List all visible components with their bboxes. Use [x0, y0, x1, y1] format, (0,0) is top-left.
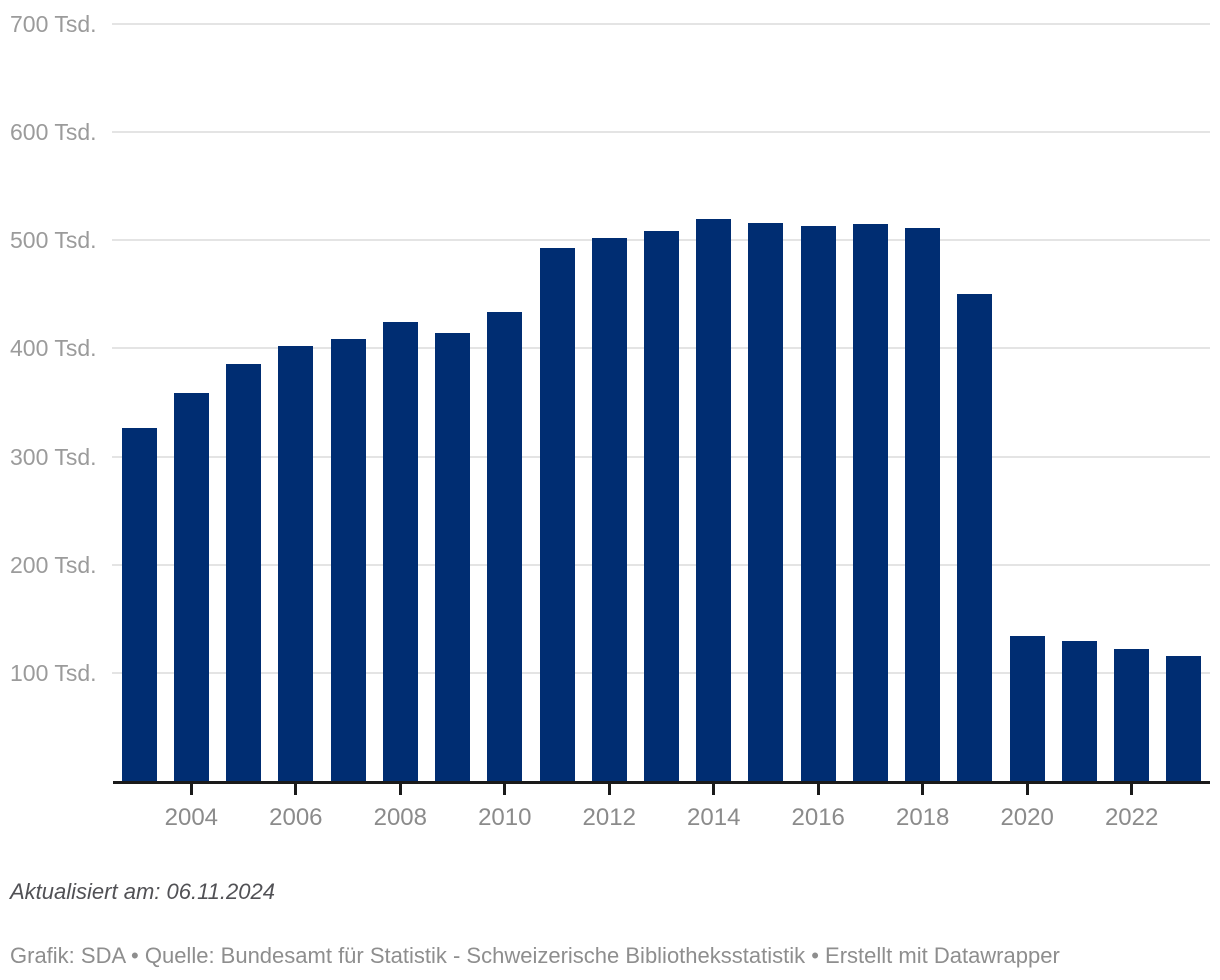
- x-axis-label-2006: 2006: [269, 804, 323, 831]
- x-axis-tick-2018: [921, 781, 925, 795]
- x-axis-tick-2006: [294, 781, 298, 795]
- credit-line: Grafik: SDA • Quelle: Bundesamt für Stat…: [10, 943, 1060, 968]
- bar-2023[interactable]: [1166, 655, 1202, 781]
- x-axis-tick-2010: [503, 781, 507, 795]
- x-axis-tick-2020: [1025, 781, 1029, 795]
- x-axis-line: [113, 781, 1210, 784]
- y-axis-label-200tsd: 200 Tsd.: [10, 551, 97, 578]
- bar-2021[interactable]: [1061, 641, 1097, 781]
- y-axis-label-700tsd: 700 Tsd.: [10, 11, 97, 37]
- y-axis-label-300tsd: 300 Tsd.: [10, 443, 97, 470]
- gridline-700tsd: [112, 23, 1210, 25]
- x-axis-tick-2022: [1130, 781, 1134, 795]
- x-axis-tick-2008: [398, 781, 402, 795]
- x-axis-label-2010: 2010: [478, 804, 532, 831]
- x-axis-label-2018: 2018: [895, 804, 950, 831]
- bar-2010[interactable]: [487, 311, 523, 781]
- bar-2018[interactable]: [905, 228, 941, 781]
- x-axis-tick-2016: [816, 781, 820, 795]
- y-axis-label-600tsd: 600 Tsd.: [10, 119, 97, 146]
- update-note: Aktualisiert am: 06.11.2024: [10, 879, 275, 904]
- y-axis-label-500tsd: 500 Tsd.: [10, 227, 97, 254]
- bar-2005[interactable]: [226, 363, 262, 781]
- x-axis-label-2022: 2022: [1104, 804, 1159, 831]
- x-axis-label-2020: 2020: [1000, 804, 1054, 831]
- bar-2022[interactable]: [1114, 649, 1150, 781]
- x-axis-label-2008: 2008: [373, 804, 427, 831]
- bar-2007[interactable]: [330, 338, 366, 781]
- bar-2004[interactable]: [173, 392, 209, 781]
- y-axis-label-100tsd: 100 Tsd.: [10, 659, 97, 686]
- bar-2017[interactable]: [852, 224, 888, 781]
- y-axis-label-400tsd: 400 Tsd.: [10, 335, 97, 362]
- bar-2006[interactable]: [278, 346, 314, 781]
- bar-2008[interactable]: [382, 322, 418, 781]
- bar-2003[interactable]: [121, 428, 157, 781]
- bar-2015[interactable]: [748, 222, 784, 781]
- x-axis-label-2014: 2014: [687, 804, 741, 831]
- bar-2014[interactable]: [696, 218, 732, 781]
- bar-2011[interactable]: [539, 247, 575, 781]
- x-axis-tick-2004: [189, 781, 193, 795]
- bar-2009[interactable]: [435, 333, 471, 781]
- x-axis-label-2004: 2004: [164, 804, 219, 831]
- gridline-600tsd: [112, 131, 1210, 134]
- x-axis-tick-2014: [712, 781, 716, 795]
- x-axis-label-2016: 2016: [791, 804, 845, 831]
- x-axis-tick-2012: [607, 781, 611, 795]
- bar-2019[interactable]: [957, 294, 993, 781]
- bar-2016[interactable]: [800, 226, 836, 781]
- bar-2012[interactable]: [591, 238, 627, 781]
- x-axis-label-2012: 2012: [582, 804, 636, 831]
- bar-2013[interactable]: [644, 230, 679, 781]
- bar-2020[interactable]: [1009, 636, 1045, 781]
